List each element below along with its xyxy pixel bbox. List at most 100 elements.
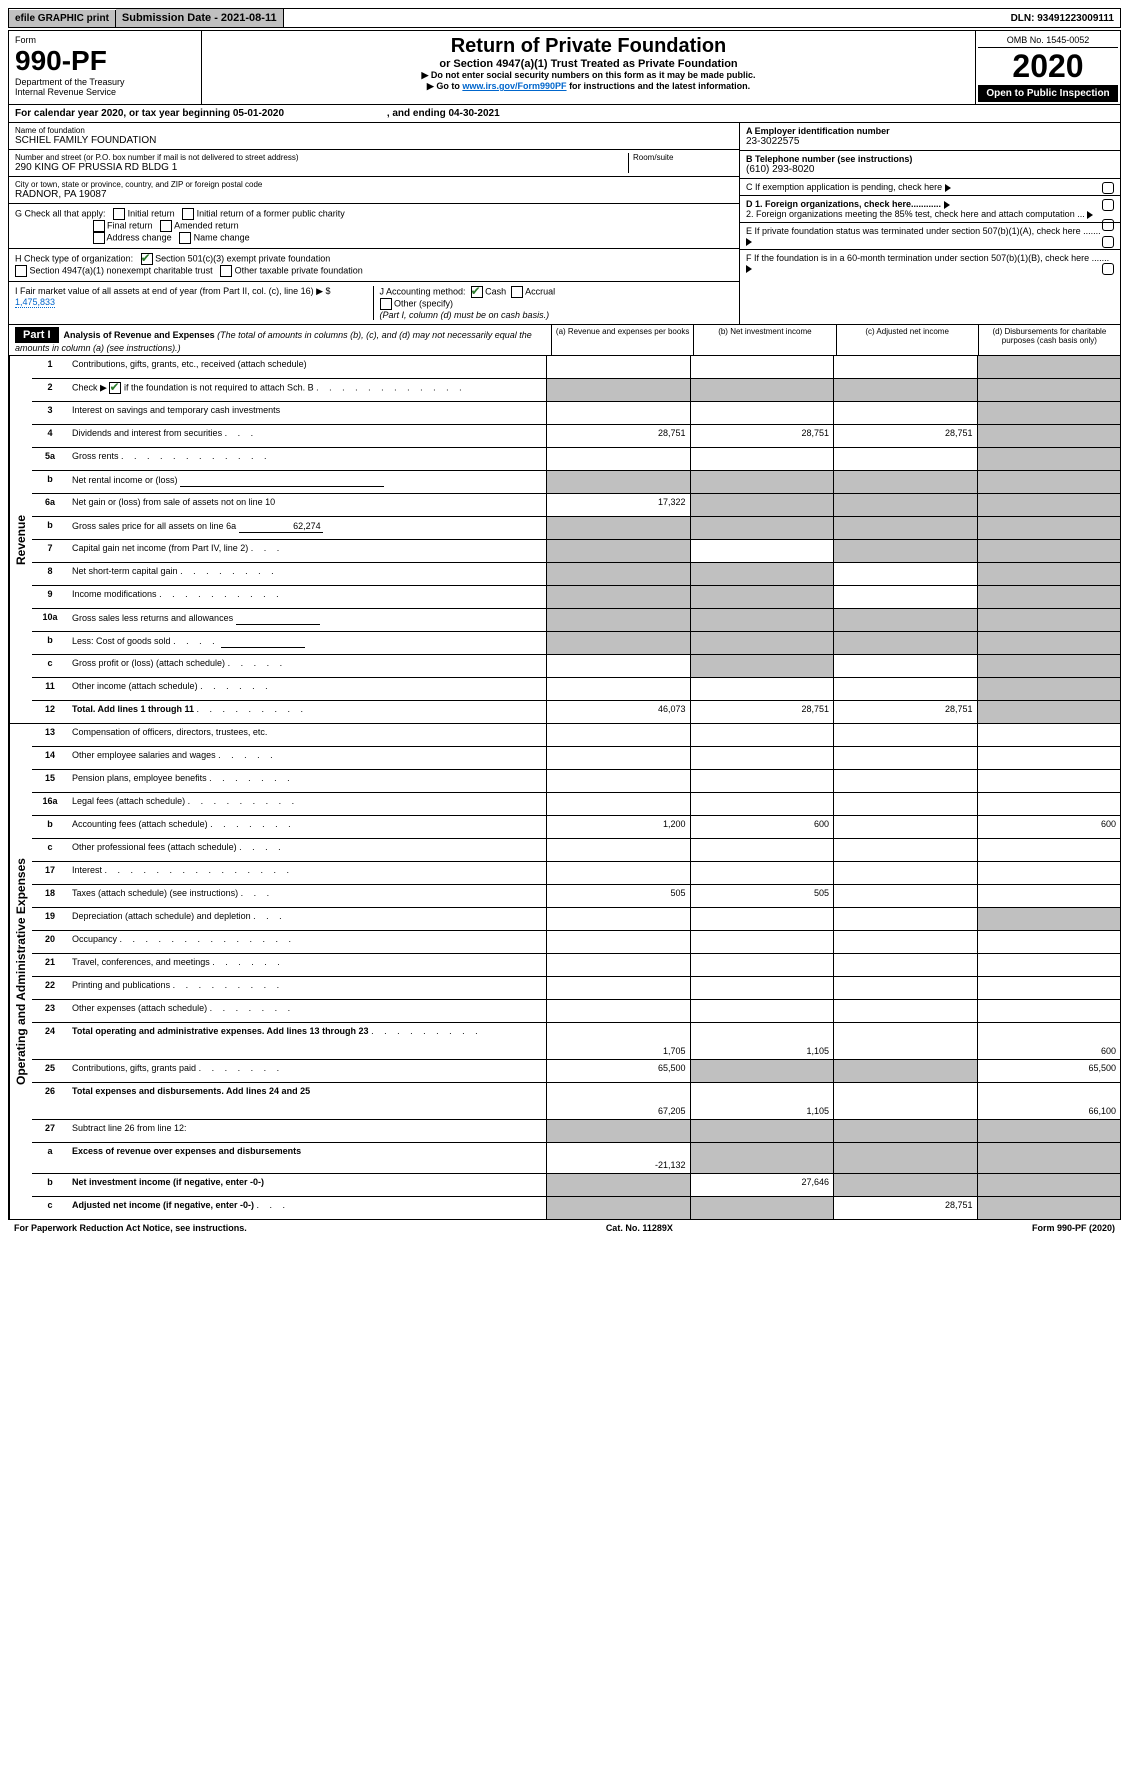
form-title: Return of Private Foundation bbox=[206, 35, 971, 58]
val-b bbox=[690, 747, 834, 769]
val-a bbox=[546, 977, 690, 999]
cal-end: 04-30-2021 bbox=[448, 108, 499, 119]
val-c bbox=[833, 563, 977, 585]
dots: . . . bbox=[257, 1200, 290, 1210]
row-27a: a Excess of revenue over expenses and di… bbox=[32, 1143, 1120, 1174]
schb-checkbox[interactable] bbox=[109, 382, 121, 394]
val-b bbox=[690, 770, 834, 792]
irs-link[interactable]: www.irs.gov/Form990PF bbox=[462, 81, 566, 91]
val-d bbox=[977, 1143, 1121, 1173]
row-11: 11 Other income (attach schedule) . . . … bbox=[32, 678, 1120, 701]
r14-desc: Other employee salaries and wages bbox=[72, 750, 216, 760]
e-checkbox[interactable] bbox=[1102, 236, 1114, 248]
val-b bbox=[690, 862, 834, 884]
val-d bbox=[977, 885, 1121, 907]
irs-label: Internal Revenue Service bbox=[15, 87, 195, 97]
val-a: 505 bbox=[546, 885, 690, 907]
val-c bbox=[833, 839, 977, 861]
val-a: 17,322 bbox=[546, 494, 690, 516]
row-num: 2 bbox=[32, 379, 68, 401]
4947-checkbox[interactable] bbox=[15, 265, 27, 277]
cash-checkbox[interactable] bbox=[471, 286, 483, 298]
row-desc: Accounting fees (attach schedule) . . . … bbox=[68, 816, 546, 838]
e-label: E If private foundation status was termi… bbox=[746, 226, 1101, 236]
val-a bbox=[546, 678, 690, 700]
r17-desc: Interest bbox=[72, 865, 102, 875]
gross-sales-allow-input[interactable] bbox=[236, 612, 320, 625]
foundation-name-cell: Name of foundation SCHIEL FAMILY FOUNDAT… bbox=[9, 123, 739, 150]
val-c bbox=[833, 448, 977, 470]
d2-checkbox[interactable] bbox=[1102, 219, 1114, 231]
row-desc: Contributions, gifts, grants, etc., rece… bbox=[68, 356, 546, 378]
phone-cell: B Telephone number (see instructions) (6… bbox=[740, 151, 1120, 179]
row-10a: 10a Gross sales less returns and allowan… bbox=[32, 609, 1120, 632]
val-c bbox=[833, 586, 977, 608]
val-c bbox=[833, 632, 977, 654]
dots: . . . . . bbox=[228, 658, 287, 668]
row-desc: Net rental income or (loss) bbox=[68, 471, 546, 493]
val-c bbox=[833, 678, 977, 700]
arrow-icon bbox=[944, 201, 950, 209]
arrow-icon bbox=[1087, 211, 1093, 219]
501c3-checkbox[interactable] bbox=[141, 253, 153, 265]
accrual-checkbox[interactable] bbox=[511, 286, 523, 298]
row-desc: Net investment income (if negative, ente… bbox=[68, 1174, 546, 1196]
c-checkbox[interactable] bbox=[1102, 182, 1114, 194]
val-d bbox=[977, 1120, 1121, 1142]
r15-desc: Pension plans, employee benefits bbox=[72, 773, 207, 783]
fmv-value[interactable]: 1,475,833 bbox=[15, 297, 55, 308]
val-b bbox=[690, 632, 834, 654]
val-b bbox=[690, 655, 834, 677]
val-d bbox=[977, 793, 1121, 815]
address-change-checkbox[interactable] bbox=[93, 232, 105, 244]
dots: . . . bbox=[253, 911, 286, 921]
val-a bbox=[546, 1197, 690, 1219]
info-left: Name of foundation SCHIEL FAMILY FOUNDAT… bbox=[9, 123, 740, 324]
row-num: a bbox=[32, 1143, 68, 1173]
val-b: 1,105 bbox=[690, 1083, 834, 1119]
initial-former-checkbox[interactable] bbox=[182, 208, 194, 220]
final-return-checkbox[interactable] bbox=[93, 220, 105, 232]
initial-return-checkbox[interactable] bbox=[113, 208, 125, 220]
row-num: 23 bbox=[32, 1000, 68, 1022]
val-a bbox=[546, 402, 690, 424]
row-num: 12 bbox=[32, 701, 68, 723]
other-taxable-checkbox[interactable] bbox=[220, 265, 232, 277]
val-c bbox=[833, 862, 977, 884]
other-method-checkbox[interactable] bbox=[380, 298, 392, 310]
amended-return-checkbox[interactable] bbox=[160, 220, 172, 232]
g-name: Name change bbox=[194, 232, 250, 242]
row-27c: c Adjusted net income (if negative, ente… bbox=[32, 1197, 1120, 1219]
g-check-row: G Check all that apply: Initial return I… bbox=[9, 204, 739, 249]
d2-label: 2. Foreign organizations meeting the 85%… bbox=[746, 209, 1085, 219]
val-b bbox=[690, 954, 834, 976]
d1-checkbox[interactable] bbox=[1102, 199, 1114, 211]
r7-desc: Capital gain net income (from Part IV, l… bbox=[72, 543, 248, 553]
row-desc: Gross sales price for all assets on line… bbox=[68, 517, 546, 539]
f-checkbox[interactable] bbox=[1102, 263, 1114, 275]
row-20: 20 Occupancy . . . . . . . . . . . . . . bbox=[32, 931, 1120, 954]
val-d bbox=[977, 701, 1121, 723]
r10b-desc: Less: Cost of goods sold bbox=[72, 636, 171, 646]
val-d bbox=[977, 563, 1121, 585]
rental-input[interactable] bbox=[180, 474, 384, 487]
val-c: 28,751 bbox=[833, 701, 977, 723]
efile-label[interactable]: efile GRAPHIC print bbox=[9, 10, 116, 27]
val-b: 505 bbox=[690, 885, 834, 907]
r5a-desc: Gross rents bbox=[72, 451, 119, 461]
e-cell: E If private foundation status was termi… bbox=[740, 223, 1120, 250]
g-amended: Amended return bbox=[174, 220, 239, 230]
r16c-desc: Other professional fees (attach schedule… bbox=[72, 842, 237, 852]
name-change-checkbox[interactable] bbox=[179, 232, 191, 244]
val-d bbox=[977, 402, 1121, 424]
col-d-header: (d) Disbursements for charitable purpose… bbox=[979, 325, 1120, 355]
dots: . . . . . . . . . bbox=[173, 980, 284, 990]
r25-desc: Contributions, gifts, grants paid bbox=[72, 1063, 196, 1073]
gross-sales-input[interactable] bbox=[239, 520, 323, 533]
col-a-header: (a) Revenue and expenses per books bbox=[552, 325, 694, 355]
row-10b: b Less: Cost of goods sold . . . . bbox=[32, 632, 1120, 655]
dots: . . . . . . bbox=[200, 681, 272, 691]
row-num: b bbox=[32, 471, 68, 493]
val-d bbox=[977, 379, 1121, 401]
cogs-input[interactable] bbox=[221, 635, 305, 648]
